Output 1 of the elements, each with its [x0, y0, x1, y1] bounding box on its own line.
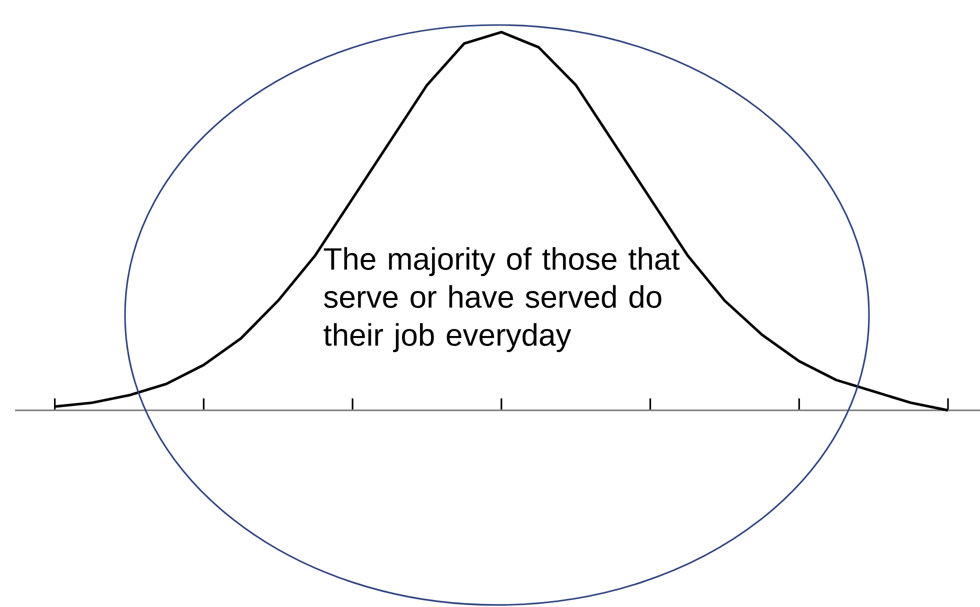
annotation: The majority of those that serve or have served do their job everyday: [324, 247, 680, 352]
